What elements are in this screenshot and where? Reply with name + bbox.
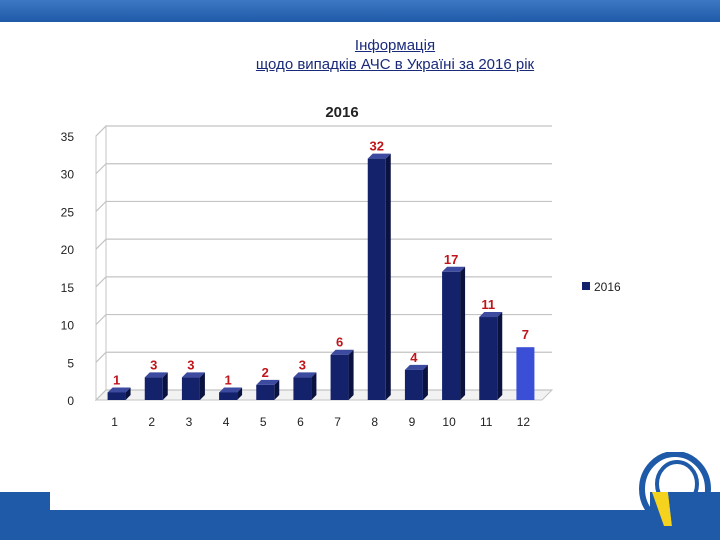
bar	[516, 347, 535, 400]
bar-side	[348, 349, 354, 400]
data-label: 7	[522, 327, 529, 342]
data-label: 3	[187, 357, 194, 372]
data-label: 32	[370, 139, 384, 154]
bar-top	[442, 266, 466, 272]
y-tick-label: 30	[61, 168, 75, 182]
legend-label: 2016	[594, 280, 621, 294]
y-tick-label: 25	[61, 205, 75, 219]
bar	[256, 384, 275, 400]
bar	[367, 158, 386, 400]
chart-title: 2016	[325, 104, 358, 121]
bar-side	[199, 372, 205, 400]
bar	[479, 317, 498, 400]
bar-top	[330, 349, 354, 355]
x-tick-label: 11	[480, 415, 493, 429]
y-tick-label: 20	[61, 243, 75, 257]
x-tick-label: 3	[186, 415, 193, 429]
bar	[219, 392, 238, 400]
x-tick-label: 7	[334, 415, 341, 429]
bar-side	[274, 379, 280, 400]
y-tick-label: 0	[67, 394, 74, 408]
bar-side	[385, 153, 391, 400]
y-tick-label: 15	[61, 281, 75, 295]
bar-top	[293, 372, 317, 378]
bar	[293, 377, 312, 400]
bar-top	[256, 379, 280, 385]
bar	[404, 369, 423, 400]
data-label: 11	[481, 297, 495, 312]
bar	[442, 271, 461, 400]
bottom-banner-gap	[50, 492, 650, 510]
data-label: 1	[224, 372, 231, 387]
x-tick-label: 4	[223, 415, 230, 429]
x-tick-label: 8	[371, 415, 378, 429]
x-tick-label: 5	[260, 415, 267, 429]
y-tick-label: 35	[61, 130, 75, 144]
legend-swatch	[582, 282, 590, 290]
data-label: 3	[299, 357, 306, 372]
bar-top	[367, 153, 391, 159]
gridline	[95, 389, 552, 401]
gridline	[95, 313, 552, 325]
gridline	[95, 351, 552, 363]
x-tick-label: 10	[442, 415, 456, 429]
x-tick-label: 1	[111, 415, 118, 429]
data-label: 2	[262, 365, 269, 380]
bar-side	[162, 372, 168, 400]
bar-side	[497, 312, 503, 400]
x-tick-label: 12	[517, 415, 531, 429]
bar-top	[181, 372, 205, 378]
emblem-logo-icon	[639, 452, 711, 527]
x-tick-label: 6	[297, 415, 304, 429]
y-tick-label: 5	[67, 356, 74, 370]
bar-side	[125, 387, 131, 400]
page-title: Інформація щодо випадків АЧС в Україні з…	[0, 36, 720, 74]
bar	[107, 392, 126, 400]
bar-side	[460, 266, 466, 400]
y-tick-label: 10	[61, 319, 75, 333]
data-label: 3	[150, 357, 157, 372]
bar-side	[311, 372, 317, 400]
top-banner	[0, 0, 720, 22]
bar-top	[479, 312, 503, 318]
bar	[144, 377, 163, 400]
gridline	[95, 276, 552, 288]
chart-side-wall	[95, 124, 107, 402]
x-tick-label: 9	[409, 415, 416, 429]
bar-top	[404, 364, 428, 370]
bar-top	[144, 372, 168, 378]
data-label: 1	[113, 372, 120, 387]
bar	[181, 377, 200, 400]
title-line-1: Інформація	[354, 37, 436, 54]
bar-top	[219, 387, 243, 393]
bar	[330, 354, 349, 400]
gridline	[95, 200, 552, 212]
gridline	[95, 238, 552, 250]
data-label: 4	[410, 350, 418, 365]
title-line-2: щодо випадків АЧС в Україні за 2016 рік	[255, 56, 535, 73]
bar-top	[107, 387, 131, 393]
x-tick-label: 2	[148, 415, 155, 429]
bar-side	[422, 364, 428, 400]
gridline	[95, 163, 552, 175]
bar-side	[237, 387, 243, 400]
data-label: 6	[336, 335, 343, 350]
data-label: 17	[444, 252, 458, 267]
gridline	[95, 125, 552, 137]
